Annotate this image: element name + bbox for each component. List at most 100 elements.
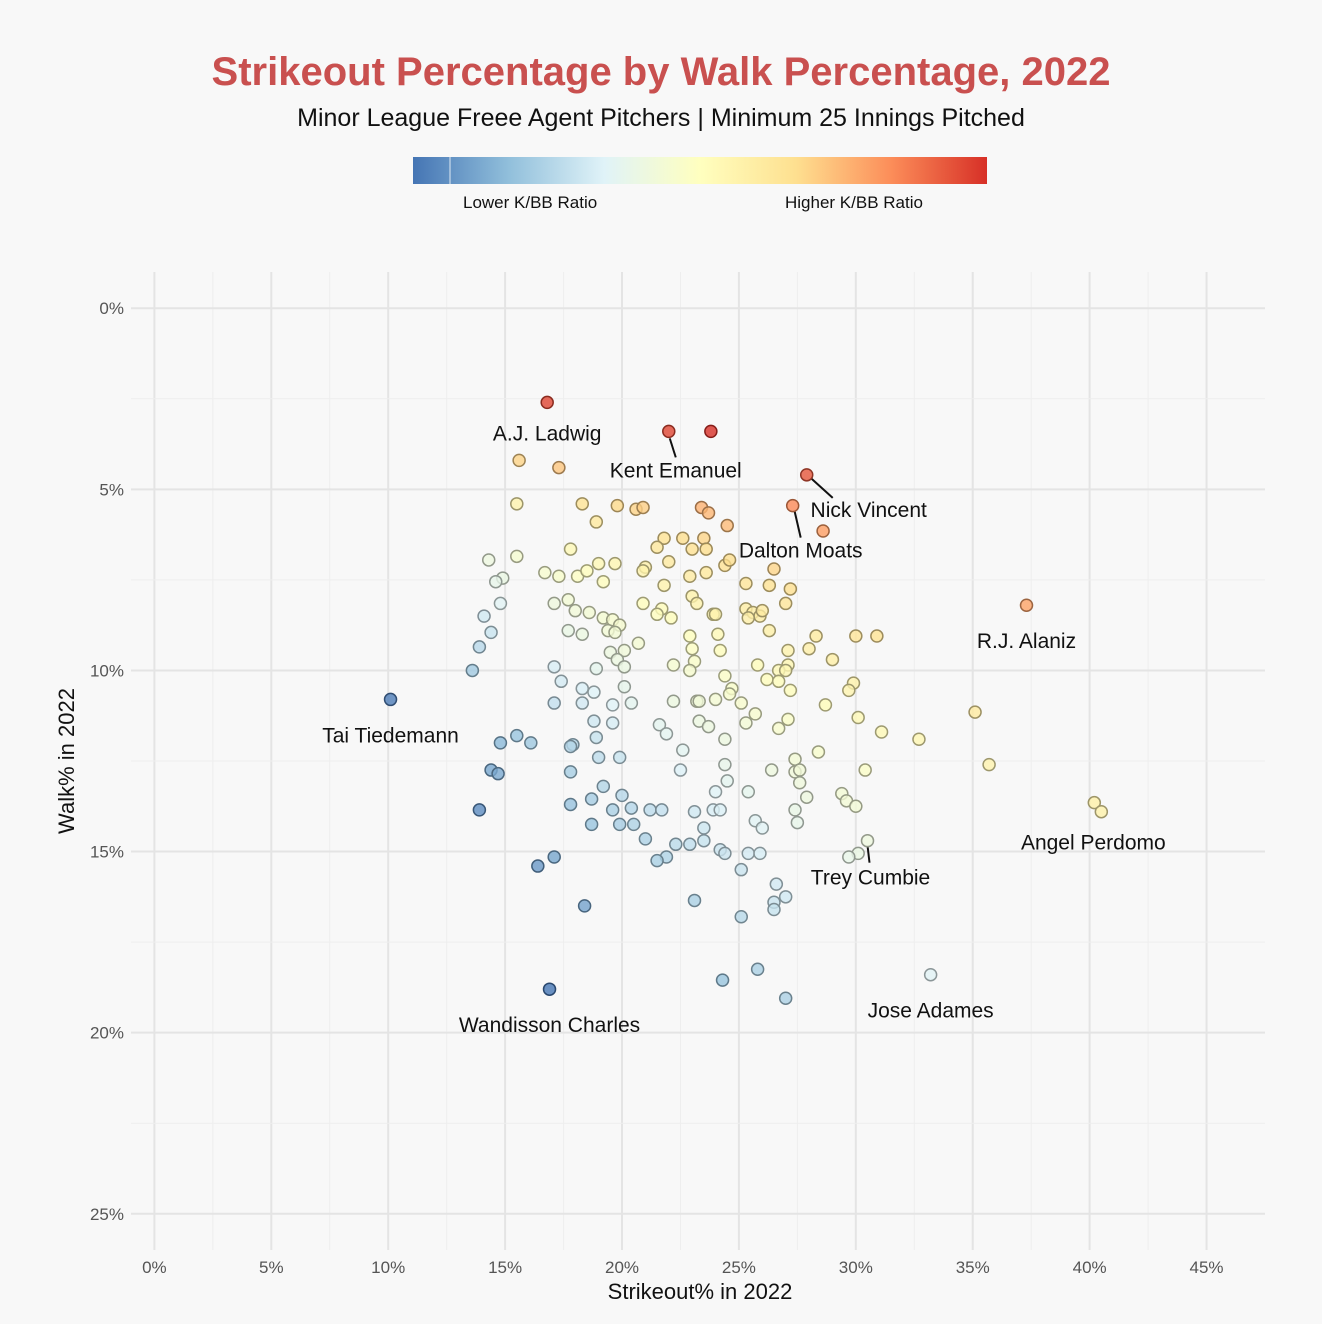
data-point <box>788 803 802 817</box>
data-point <box>741 846 756 861</box>
x-tick-label: 35% <box>956 1258 990 1277</box>
data-point <box>687 893 702 908</box>
annotation-label: Jose Adames <box>868 1000 994 1023</box>
annotation-label: Dalton Moats <box>739 540 863 563</box>
data-point <box>699 542 713 556</box>
data-point <box>701 719 716 734</box>
annotation-label: A.J. Ladwig <box>493 422 602 445</box>
data-point <box>718 732 732 747</box>
kbb-color-legend <box>413 157 987 184</box>
data-point <box>589 515 604 529</box>
data-point <box>652 718 667 732</box>
data-point <box>760 672 774 687</box>
data-point <box>748 707 763 721</box>
y-tick-label: 25% <box>90 1205 124 1224</box>
data-point <box>591 750 606 765</box>
data-point <box>982 757 996 772</box>
data-point <box>683 837 697 852</box>
data-point <box>477 609 491 623</box>
legend-low-label: Lower K/BB Ratio <box>463 193 598 212</box>
data-point <box>799 790 814 804</box>
annotation-label: R.J. Alaniz <box>977 630 1076 653</box>
x-tick-label: 45% <box>1190 1258 1224 1277</box>
data-point <box>552 460 566 475</box>
data-point <box>708 607 723 622</box>
data-point <box>708 785 723 799</box>
data-point <box>792 763 807 777</box>
data-point <box>589 730 604 745</box>
x-tick-label: 30% <box>839 1258 873 1277</box>
data-point <box>849 799 863 814</box>
data-point <box>720 774 734 788</box>
data-point <box>610 498 625 513</box>
data-point <box>596 779 611 794</box>
annotation-leader <box>811 478 834 499</box>
data-point <box>510 728 524 743</box>
data-point <box>655 803 669 817</box>
data-point <box>657 578 671 593</box>
data-point <box>697 531 711 545</box>
data-point <box>816 524 830 538</box>
data-point <box>510 497 524 511</box>
data-point <box>617 660 632 674</box>
data-point <box>636 564 650 578</box>
data-point <box>771 721 786 736</box>
data-point <box>540 395 554 410</box>
data-point <box>676 743 690 757</box>
data-point <box>465 663 480 678</box>
data-point <box>472 640 487 654</box>
data-point <box>874 725 889 739</box>
data-point <box>636 596 650 611</box>
data-point <box>582 605 597 620</box>
data-point <box>718 669 732 683</box>
data-point <box>811 745 826 759</box>
data-point <box>708 692 723 707</box>
data-point <box>778 890 793 904</box>
data-point <box>849 629 863 643</box>
data-point <box>713 803 727 817</box>
legend-high-label: Higher K/BB Ratio <box>785 193 923 212</box>
data-point <box>563 797 578 812</box>
x-tick-label: 15% <box>488 1258 522 1277</box>
data-point <box>687 804 702 819</box>
data-point <box>734 910 749 924</box>
y-tick-label: 10% <box>90 661 124 680</box>
data-point <box>750 962 765 977</box>
y-tick-label: 15% <box>90 843 124 862</box>
data-point <box>792 775 807 790</box>
data-point <box>584 792 599 806</box>
data-point <box>587 685 601 699</box>
data-point <box>673 763 688 777</box>
data-point <box>491 766 505 781</box>
data-point <box>781 712 795 727</box>
data-point <box>547 696 561 710</box>
data-point <box>531 859 545 873</box>
data-point <box>762 623 777 638</box>
data-point <box>650 607 664 622</box>
x-axis-ticks: 0% 5% 10% 15% 20% 25% 30% 35% 40% 45% <box>142 1258 1223 1277</box>
data-point <box>605 716 620 730</box>
data-point <box>781 643 795 658</box>
data-point <box>626 817 641 832</box>
data-point <box>741 785 756 799</box>
data-point <box>870 629 884 643</box>
y-tick-label: 5% <box>99 480 124 499</box>
data-point <box>771 674 786 689</box>
annotation-leader <box>866 845 871 863</box>
annotation-leaders <box>668 438 871 863</box>
data-point <box>493 736 508 750</box>
data-point <box>662 555 676 569</box>
annotation-leader <box>668 438 677 458</box>
data-point <box>722 687 737 701</box>
data-point <box>650 853 664 868</box>
data-point <box>753 846 767 861</box>
data-point <box>809 629 823 643</box>
data-point <box>575 497 590 511</box>
x-tick-label: 40% <box>1073 1258 1107 1277</box>
data-point <box>685 542 699 556</box>
data-point <box>1019 598 1034 612</box>
data-point <box>561 623 575 638</box>
data-point <box>799 468 814 482</box>
annotation-label: Nick Vincent <box>811 499 927 522</box>
data-point <box>783 683 798 698</box>
